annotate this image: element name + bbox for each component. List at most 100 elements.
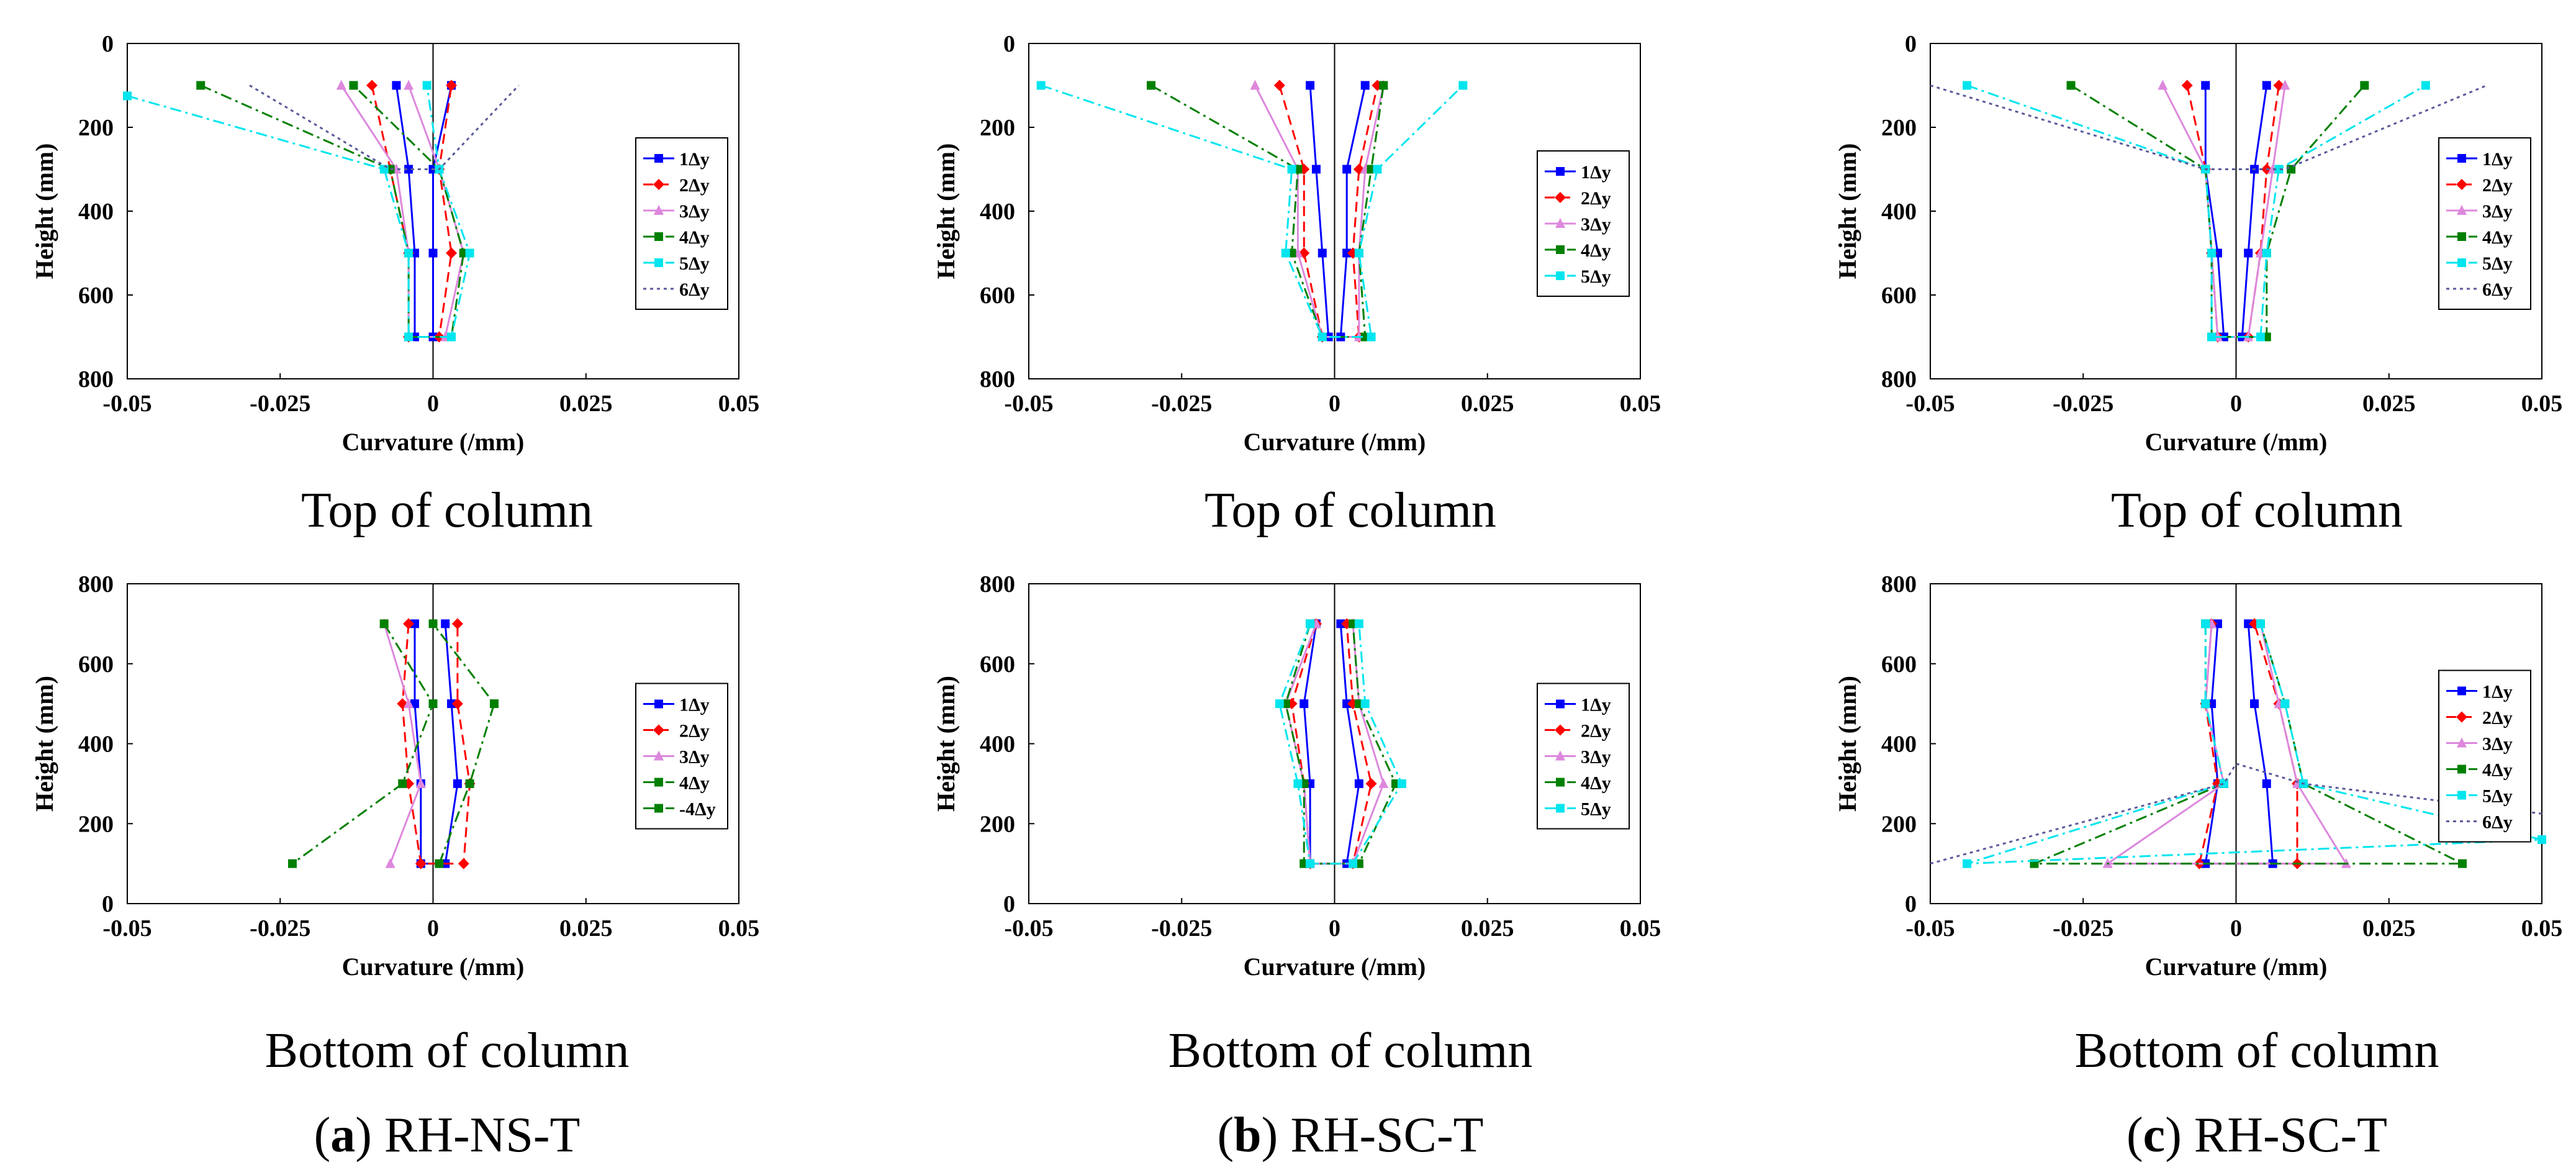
data-point: [403, 618, 415, 630]
panel-letter-a: a: [330, 1108, 356, 1163]
data-point: [404, 698, 414, 709]
x-tick-label: -0.05: [1905, 391, 1955, 417]
y-axis-label: Height (mm): [932, 676, 960, 812]
y-tick-label: 0: [102, 891, 114, 917]
data-point: [123, 91, 132, 101]
data-point: [1336, 619, 1345, 628]
x-tick-label: -0.025: [250, 915, 310, 941]
caption-bottom-a: Bottom of column: [264, 1023, 630, 1078]
x-tick-label: -0.025: [250, 391, 310, 417]
data-point: [446, 79, 458, 91]
legend-label: 1Δy: [1581, 695, 1611, 715]
data-point: [2421, 81, 2430, 90]
legend-label: 5Δy: [2482, 253, 2513, 274]
data-point: [1397, 779, 1406, 788]
legend-label: 2Δy: [1581, 188, 1611, 209]
x-tick-label: -0.05: [102, 915, 151, 941]
data-point: [2201, 619, 2210, 628]
series-1Δy: [1299, 619, 1363, 868]
legend-item: 5Δy: [1545, 799, 1611, 820]
x-tick-label: 0: [427, 915, 439, 941]
y-tick-label: 200: [980, 811, 1015, 837]
data-point: [410, 699, 419, 709]
panel-label-c: (c) RH-SC-T: [2126, 1108, 2387, 1163]
legend-item: 5Δy: [2446, 253, 2513, 274]
data-point: [465, 248, 474, 258]
x-tick-label: 0.025: [559, 915, 613, 941]
data-point: [1317, 248, 1327, 258]
legend: 1Δy 2Δy 3Δy 4Δy 5Δy: [1537, 150, 1630, 297]
legend-marker: [654, 232, 663, 241]
legend-label: -4Δy: [679, 799, 716, 820]
y-tick-label: 600: [980, 283, 1015, 309]
data-point: [410, 619, 419, 628]
legend-label: 3Δy: [679, 747, 710, 768]
data-point: [1354, 779, 1363, 788]
data-point: [1360, 81, 1370, 90]
data-point: [1367, 332, 1376, 342]
legend-marker: [1556, 778, 1565, 787]
data-point: [1273, 79, 1285, 91]
data-point: [447, 699, 456, 709]
data-point: [1293, 779, 1303, 788]
legend-label: 6Δy: [2482, 812, 2513, 833]
y-tick-label: 800: [78, 571, 114, 597]
chart-a-bottom: -0.05 -0.025 0 0.025 0.05 0 200 400 600 800 Curvat…: [30, 571, 759, 981]
series-line: [249, 84, 520, 170]
legend-label: 5Δy: [2482, 786, 2513, 807]
series-line: [1150, 84, 1385, 338]
data-point: [2256, 332, 2265, 342]
data-point: [415, 858, 427, 869]
series-5Δy: [1036, 81, 1468, 342]
legend-label: 2Δy: [2482, 708, 2513, 728]
series-4Δy: [2030, 619, 2467, 868]
legend-item: 2Δy: [2446, 708, 2513, 728]
y-tick-label: 400: [980, 732, 1015, 758]
legend-label: 3Δy: [679, 201, 710, 222]
x-axis-label: Curvature (/mm): [1244, 953, 1426, 981]
legend-item: 6Δy: [643, 279, 710, 300]
panel-name-b: RH-SC-T: [1290, 1108, 1484, 1163]
y-tick-label: 800: [1881, 571, 1917, 597]
x-tick-label: 0.05: [2521, 391, 2563, 417]
series-line: [395, 85, 453, 338]
legend-marker: [1556, 804, 1565, 813]
data-point: [1306, 859, 1315, 868]
legend-item: 3Δy: [2446, 201, 2513, 222]
data-point: [1342, 699, 1352, 709]
legend-marker: [653, 179, 664, 190]
legend-label: 4Δy: [679, 227, 710, 248]
legend-marker: [2456, 711, 2467, 723]
data-point: [451, 698, 463, 710]
data-point: [435, 859, 444, 868]
series-line: [414, 624, 459, 865]
y-tick-label: 800: [1881, 366, 1917, 392]
data-point: [1036, 81, 1046, 90]
y-tick-label: 400: [1881, 732, 1917, 758]
caption-top-c: Top of column: [2111, 483, 2403, 538]
series-line: [200, 84, 465, 338]
legend-marker: [2457, 737, 2467, 748]
x-tick-label: -0.025: [1151, 391, 1212, 417]
y-axis-label: Height (mm): [1833, 676, 1861, 812]
series-5Δy: [1275, 619, 1406, 868]
legend-marker: [654, 154, 663, 163]
x-tick-label: 0.05: [1620, 391, 1661, 417]
series-2Δy: [2181, 79, 2285, 343]
data-point: [2274, 165, 2284, 174]
x-tick-label: 0: [2230, 915, 2242, 941]
x-tick-label: 0: [2230, 391, 2242, 417]
series-5Δy: [1963, 81, 2430, 342]
legend-marker: [2457, 258, 2466, 267]
legend: 1Δy 2Δy 3Δy 4Δy 5Δy 6Δy: [635, 137, 728, 310]
legend-box: [635, 137, 728, 310]
legend-item: 5Δy: [1545, 266, 1611, 287]
legend-label: 6Δy: [679, 279, 710, 300]
legend-item: 4Δy: [643, 227, 710, 248]
panel-name-c: RH-SC-T: [2194, 1108, 2387, 1163]
y-tick-label: 600: [78, 651, 114, 678]
x-tick-label: 0.025: [1461, 915, 1514, 941]
y-tick-label: 0: [102, 31, 114, 57]
x-tick-label: 0.025: [2362, 391, 2416, 417]
y-tick-label: 600: [1881, 651, 1917, 678]
